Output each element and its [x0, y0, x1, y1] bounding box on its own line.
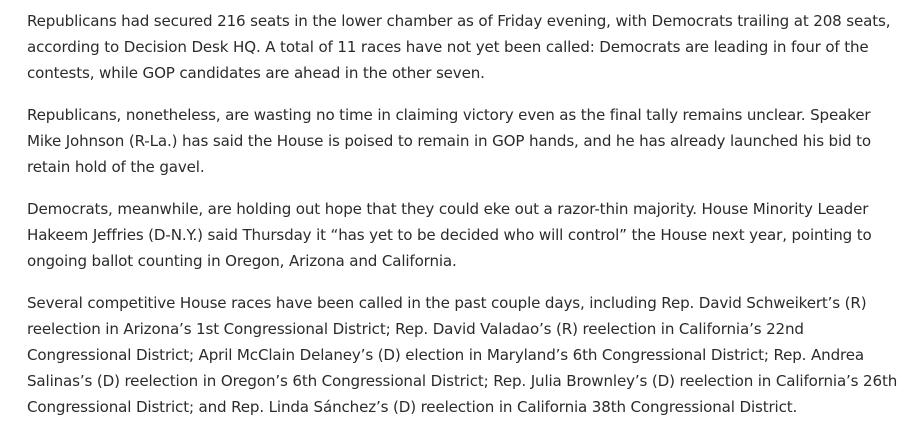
- article-paragraph-1: Republicans had secured 216 seats in the…: [27, 12, 891, 82]
- article-paragraph-3: Democrats, meanwhile, are holding out ho…: [27, 200, 872, 270]
- article-paragraph-4: Several competitive House races have bee…: [27, 294, 898, 416]
- article-paragraph-2: Republicans, nonetheless, are wasting no…: [27, 106, 871, 176]
- article-body: Republicans had secured 216 seats in the…: [27, 8, 899, 436]
